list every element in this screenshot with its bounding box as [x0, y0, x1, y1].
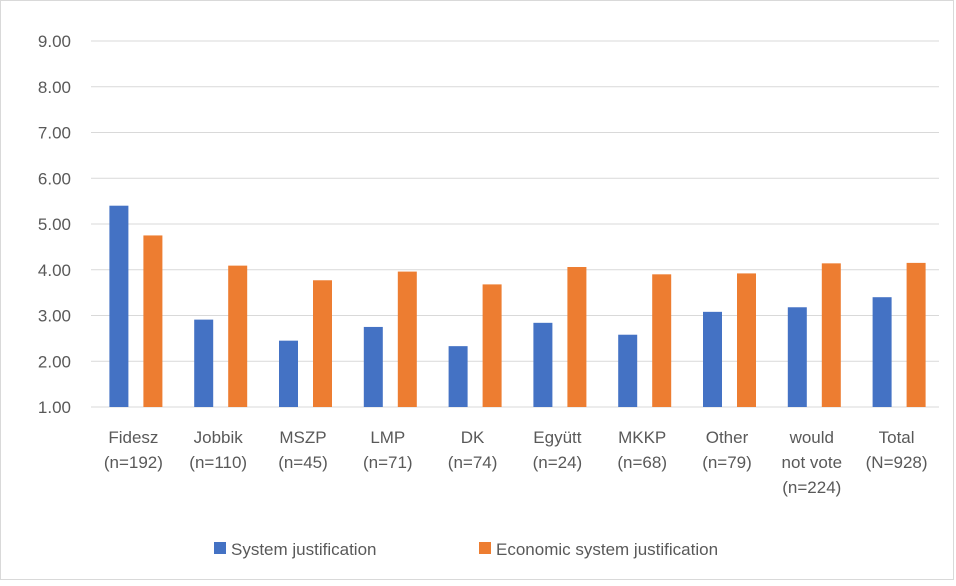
x-category-label: DK	[461, 428, 485, 447]
bar-system-justification	[703, 311, 722, 407]
y-tick-label: 6.00	[38, 169, 71, 188]
legend-swatch	[214, 542, 226, 554]
x-category-label: Együtt	[533, 428, 581, 447]
bar-system-justification	[109, 205, 129, 407]
x-category-label: (n=68)	[617, 453, 667, 472]
y-tick-label: 8.00	[38, 78, 71, 97]
bar-system-justification	[533, 322, 553, 407]
legend-label: Economic system justification	[496, 540, 718, 559]
bar-economic-system-justification	[567, 267, 587, 407]
y-tick-label: 9.00	[38, 32, 71, 51]
gridlines	[91, 40, 939, 408]
x-category-label: (N=928)	[866, 453, 928, 472]
bar-system-justification	[194, 319, 214, 407]
x-category-label: (n=74)	[448, 453, 498, 472]
x-category-label: not vote	[782, 453, 843, 472]
x-category-label: Other	[706, 428, 749, 447]
bar-economic-system-justification	[652, 274, 672, 407]
bar-economic-system-justification	[228, 265, 248, 407]
x-category-label: (n=45)	[278, 453, 328, 472]
y-tick-label: 2.00	[38, 352, 71, 371]
y-tick-label: 5.00	[38, 215, 71, 234]
y-tick-label: 3.00	[38, 307, 71, 326]
x-category-label: Jobbik	[194, 428, 244, 447]
y-tick-label: 1.00	[38, 398, 71, 417]
legend-swatch	[479, 542, 491, 554]
x-category-label: Fidesz	[108, 428, 158, 447]
y-tick-label: 7.00	[38, 124, 71, 143]
bar-economic-system-justification	[821, 263, 841, 407]
bars	[109, 205, 926, 407]
bar-economic-system-justification	[482, 284, 502, 407]
x-category-label: LMP	[370, 428, 405, 447]
bar-economic-system-justification	[143, 235, 163, 407]
bar-economic-system-justification	[737, 273, 756, 407]
legend: System justification Economic system just…	[214, 540, 718, 559]
y-tick-label: 4.00	[38, 261, 71, 280]
x-category-label: MKKP	[618, 428, 666, 447]
bar-economic-system-justification	[906, 262, 926, 407]
bar-system-justification	[448, 346, 468, 407]
bar-system-justification	[363, 326, 383, 407]
x-category-label: MSZP	[279, 428, 326, 447]
x-category-label: Total	[879, 428, 915, 447]
bar-system-justification	[872, 297, 892, 407]
x-category-label: would	[789, 428, 834, 447]
x-category-label: (n=71)	[363, 453, 413, 472]
bar-economic-system-justification	[313, 280, 332, 407]
x-category-label: (n=24)	[533, 453, 583, 472]
bar-economic-system-justification	[397, 271, 417, 407]
bar-system-justification	[787, 307, 807, 407]
x-category-label: (n=192)	[104, 453, 163, 472]
x-axis-labels: Fidesz (n=192) Jobbik (n=110) MSZP (n=45) LMP (…	[104, 428, 928, 497]
x-category-label: (n=224)	[782, 478, 841, 497]
x-category-label: (n=110)	[189, 453, 247, 472]
y-axis-ticks: 1.00 2.00 3.00 4.00 5.00 6.00 7.00 8.00 9.00	[38, 32, 71, 417]
bar-system-justification	[618, 334, 638, 407]
x-category-label: (n=79)	[702, 453, 752, 472]
bar-system-justification	[279, 340, 298, 407]
legend-label: System justification	[231, 540, 377, 559]
